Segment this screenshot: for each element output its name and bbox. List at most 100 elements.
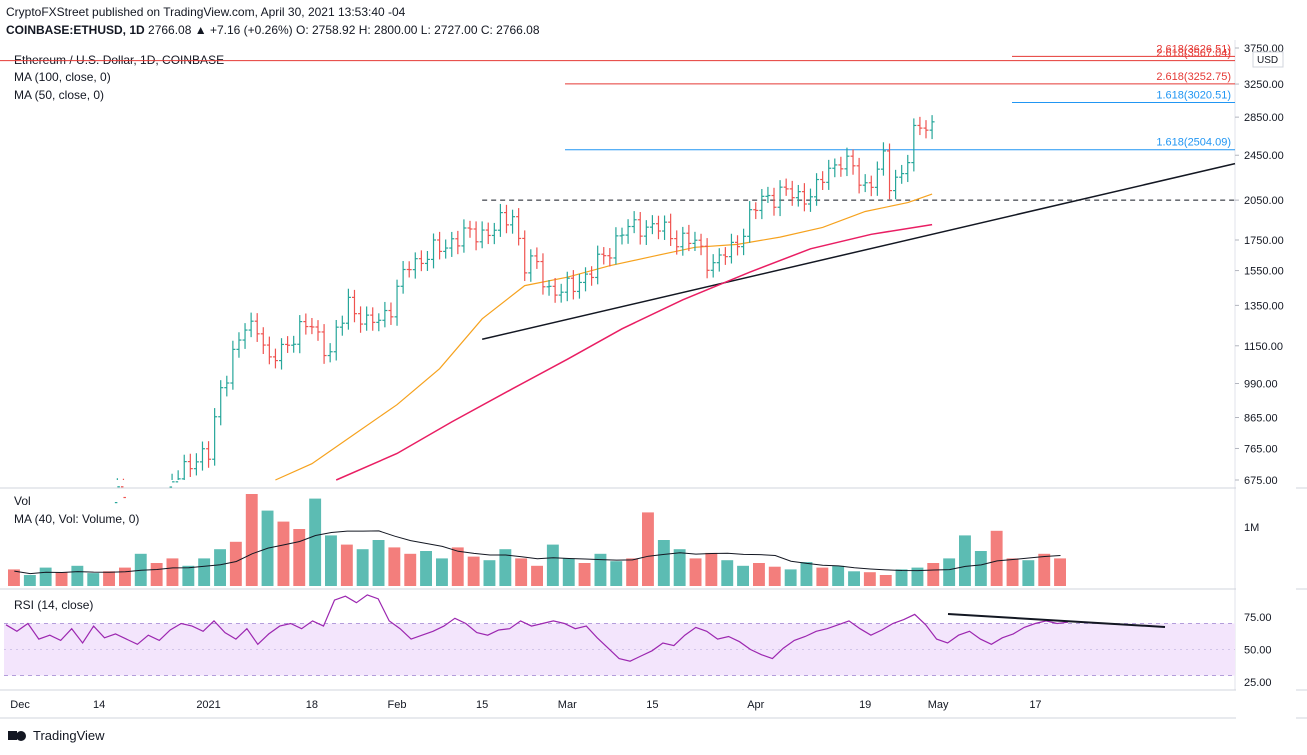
rsi-band — [4, 623, 1235, 676]
price-tick-label: 765.00 — [1244, 443, 1278, 455]
volume-bar — [55, 572, 68, 586]
volume-bar — [721, 560, 734, 586]
volume-bar — [863, 572, 876, 586]
x-tick-label: 14 — [93, 699, 105, 711]
price-tick-label: 1750.00 — [1244, 235, 1284, 247]
volume-bar — [515, 558, 528, 586]
volume-bar — [673, 549, 686, 586]
volume-bar — [990, 530, 1003, 586]
rsi-tick-label: 50.00 — [1244, 645, 1272, 657]
volume-bar — [39, 567, 52, 586]
volume-bar — [87, 573, 100, 586]
x-tick-label: Apr — [747, 699, 764, 711]
volume-bar — [309, 498, 322, 586]
volume-bar — [420, 551, 432, 586]
x-tick-label: Mar — [558, 699, 577, 711]
fib-level-label: 1.618(2504.09) — [1156, 137, 1231, 149]
volume-bar — [753, 563, 765, 586]
volma-legend: MA (40, Vol: Volume, 0) — [14, 512, 140, 526]
price-tick-label: 990.00 — [1244, 379, 1278, 391]
volume-bar — [1006, 558, 1019, 586]
volume-bar — [642, 512, 654, 586]
x-tick-label: May — [928, 699, 949, 711]
volume-bar — [626, 558, 639, 586]
volume-ma-line — [14, 530, 1061, 575]
ohlc-values: 2766.08 ▲ +7.16 (+0.26%) O: 2758.92 H: 2… — [148, 23, 540, 37]
volume-bar — [1054, 558, 1066, 586]
volume-bar — [1038, 553, 1051, 586]
volume-bar — [562, 558, 575, 586]
x-tick-label: 2021 — [196, 699, 220, 711]
volume-bar — [499, 549, 512, 586]
rsi-tick-label: 75.00 — [1244, 612, 1272, 624]
ma50-line — [275, 193, 933, 481]
volume-bar — [816, 567, 829, 586]
volume-tick-label: 1M — [1244, 522, 1259, 534]
chart-title: Ethereum / U.S. Dollar, 1D, COINBASE — [14, 53, 225, 67]
symbol-label: COINBASE:ETHUSD, 1D — [6, 23, 145, 37]
price-scale-bg — [1236, 40, 1296, 720]
fib-level-label: 2.618(3252.75) — [1156, 71, 1231, 83]
volume-bar — [103, 571, 115, 586]
volume-bar — [943, 558, 956, 586]
volume-bar — [404, 553, 417, 586]
ma100-legend: MA (100, close, 0) — [14, 70, 111, 84]
volume-bar — [531, 565, 543, 586]
ma100-line — [335, 223, 933, 481]
volume-bar — [657, 540, 670, 586]
volume-bar — [895, 569, 908, 586]
volume-bar — [594, 553, 607, 586]
volume-bar — [689, 558, 702, 586]
volume-bar — [340, 544, 353, 586]
tradingview-logo-icon — [8, 729, 28, 743]
volume-bar — [800, 562, 813, 586]
rsi-legend: RSI (14, close) — [14, 598, 94, 612]
volume-bar — [166, 558, 179, 586]
price-tick-label: 1150.00 — [1244, 341, 1283, 353]
volume-bar — [229, 541, 242, 586]
ascending-trendline — [481, 162, 1236, 341]
volume-bar — [483, 560, 496, 586]
volume-bar — [974, 551, 987, 586]
price-tick-label: 2050.00 — [1244, 195, 1284, 207]
vol-legend: Vol — [14, 494, 31, 508]
volume-bar — [578, 563, 591, 586]
volume-bar — [879, 575, 892, 586]
volume-bar — [451, 547, 464, 586]
volume-bar — [23, 575, 36, 586]
x-tick-label: 19 — [859, 699, 871, 711]
volume-bar — [293, 529, 306, 586]
price-tick-label: 1350.00 — [1244, 300, 1284, 312]
volume-bar — [372, 540, 385, 586]
rsi-divergence-line — [947, 613, 1166, 628]
fib-level-label: 1.618(3020.51) — [1156, 89, 1231, 101]
volume-bar — [150, 563, 163, 586]
x-tick-label: 17 — [1029, 699, 1041, 711]
price-tick-label: 3250.00 — [1244, 79, 1284, 91]
volume-bar — [182, 565, 195, 586]
volume-bar — [356, 549, 369, 586]
x-tick-label: 15 — [476, 699, 488, 711]
x-tick-label: 18 — [306, 699, 318, 711]
volume-bar — [848, 571, 860, 586]
volume-bar — [705, 552, 718, 586]
volume-bar — [198, 558, 211, 586]
volume-bar — [277, 521, 290, 586]
price-tick-label: 865.00 — [1244, 413, 1278, 425]
currency-label: USD — [1257, 55, 1278, 66]
ma50-legend: MA (50, close, 0) — [14, 88, 105, 102]
fib-level-label: 2.618(3626.51) — [1156, 43, 1231, 55]
volume-bar — [119, 567, 131, 586]
price-tick-label: 1550.00 — [1244, 266, 1284, 278]
volume-bar — [467, 556, 480, 586]
volume-bar — [8, 569, 20, 586]
x-tick-label: Feb — [388, 699, 407, 711]
volume-bar — [325, 535, 337, 586]
rsi-line — [5, 594, 1069, 662]
price-tick-label: 2450.00 — [1244, 150, 1284, 162]
tradingview-brand[interactable]: TradingView — [8, 728, 105, 743]
publish-info: CryptoFXStreet published on TradingView.… — [6, 5, 406, 19]
volume-bar — [546, 544, 559, 586]
volume-bar — [71, 565, 84, 586]
